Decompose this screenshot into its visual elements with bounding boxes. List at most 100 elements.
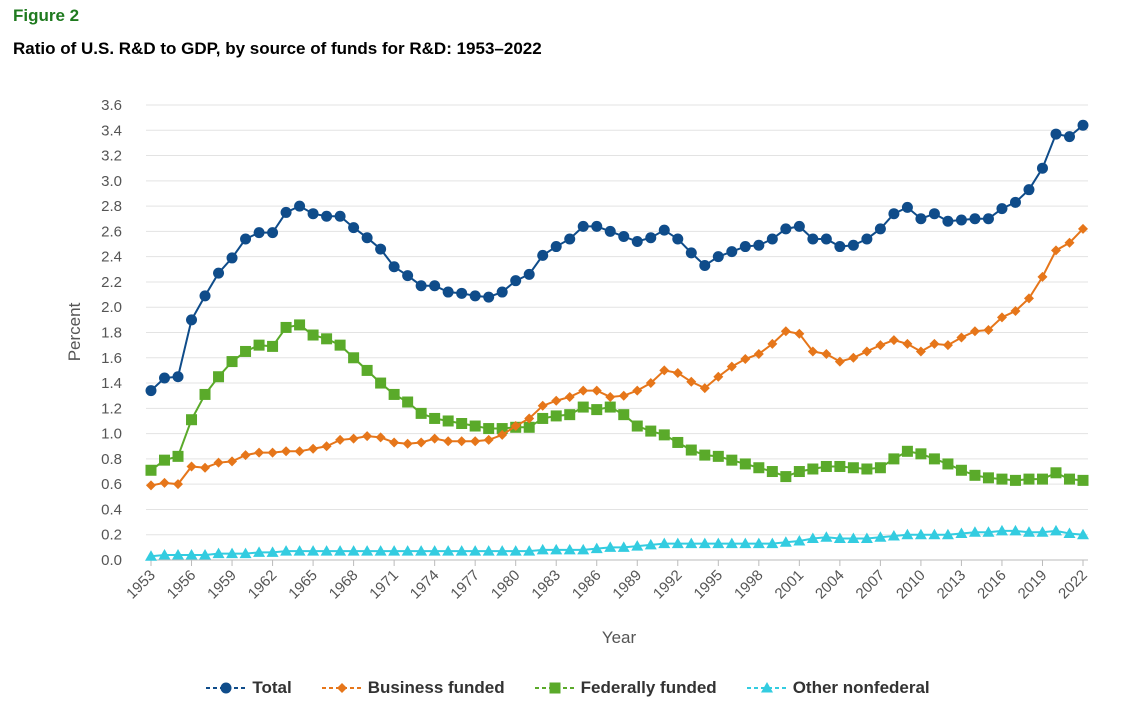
data-point-federally-funded (469, 420, 481, 432)
data-point-business-funded (497, 429, 508, 440)
x-tick-label: 2019 (1015, 567, 1051, 603)
data-point-total (1036, 162, 1048, 174)
data-point-federally-funded (388, 388, 400, 400)
data-point-other-nonfederal (1022, 526, 1035, 537)
y-tick-label: 0.0 (101, 552, 122, 569)
y-tick-label: 2.6 (101, 223, 122, 240)
data-point-business-funded (1078, 223, 1088, 234)
y-tick-label: 0.2 (101, 527, 122, 544)
x-tick-label: 1956 (164, 567, 200, 603)
data-point-total (847, 239, 859, 251)
data-point-total (213, 267, 225, 279)
x-tick-label: 1995 (691, 567, 727, 603)
data-point-business-funded (983, 324, 994, 335)
data-point-other-nonfederal (631, 540, 644, 551)
data-point-other-nonfederal (199, 548, 212, 560)
data-point-other-nonfederal (212, 547, 225, 559)
data-point-total (1050, 128, 1062, 140)
data-point-federally-funded (658, 429, 670, 441)
data-point-federally-funded (874, 462, 886, 474)
data-point-business-funded (267, 447, 278, 458)
data-point-other-nonfederal (739, 537, 752, 549)
legend-item-business-funded[interactable]: Business funded (321, 678, 505, 698)
data-point-other-nonfederal (334, 545, 347, 556)
data-point-federally-funded (820, 460, 832, 472)
data-point-business-funded (915, 346, 926, 357)
data-point-federally-funded (496, 423, 508, 435)
data-point-business-funded (753, 348, 764, 359)
data-point-total (429, 280, 441, 292)
data-point-other-nonfederal (847, 532, 860, 544)
data-point-business-funded (443, 436, 454, 447)
data-point-total (928, 208, 940, 220)
x-tick-label: 1986 (569, 567, 605, 603)
data-point-other-nonfederal (712, 537, 725, 549)
data-point-business-funded (173, 479, 184, 490)
x-tick-label: 1968 (326, 567, 362, 603)
data-point-other-nonfederal (253, 546, 266, 557)
data-point-business-funded (335, 434, 346, 445)
data-point-business-funded (686, 376, 697, 387)
data-point-total (672, 233, 684, 245)
data-point-total (564, 233, 576, 245)
data-point-federally-funded (766, 466, 778, 478)
data-point-federally-funded (213, 371, 225, 383)
data-point-other-nonfederal (172, 548, 185, 560)
data-point-federally-funded (739, 458, 751, 470)
y-tick-label: 2.8 (101, 198, 122, 215)
data-point-total (591, 220, 603, 232)
x-axis-ticks: 1953 1956 1959 1962 1965 1968 1971 1974 1977 1980… (123, 560, 1091, 602)
data-point-business-funded (321, 441, 332, 452)
data-point-federally-funded (793, 466, 805, 478)
data-point-federally-funded (969, 469, 981, 481)
series-line-total (150, 124, 1084, 392)
data-point-other-nonfederal (887, 529, 900, 541)
data-point-business-funded (1010, 306, 1021, 317)
legend-item-total[interactable]: Total (206, 678, 292, 698)
data-point-other-nonfederal (1036, 526, 1049, 537)
data-point-business-funded (146, 480, 156, 491)
data-point-total (861, 233, 873, 245)
data-point-other-nonfederal (577, 543, 590, 555)
data-point-federally-funded (631, 420, 643, 432)
data-point-other-nonfederal (779, 536, 792, 547)
data-point-total (820, 233, 832, 245)
data-point-federally-funded (361, 364, 373, 376)
data-point-other-nonfederal (820, 531, 833, 542)
data-point-business-funded (834, 356, 845, 367)
x-tick-label: 2010 (893, 567, 929, 603)
data-point-total (172, 371, 184, 383)
series-line-business-funded (150, 228, 1084, 487)
data-point-total (388, 261, 400, 273)
legend-item-other-nonfederal[interactable]: Other nonfederal (746, 678, 930, 698)
data-point-federally-funded (294, 319, 306, 331)
data-point-federally-funded (429, 412, 441, 424)
data-point-business-funded (821, 348, 832, 359)
data-point-federally-funded (712, 450, 724, 462)
data-point-federally-funded (847, 462, 859, 474)
data-point-federally-funded (645, 425, 657, 437)
data-point-total (240, 233, 252, 245)
data-point-total (726, 246, 738, 258)
data-point-other-nonfederal (995, 524, 1008, 536)
data-point-total (294, 200, 306, 212)
data-point-federally-funded (834, 460, 846, 472)
data-point-other-nonfederal (874, 531, 887, 542)
data-point-other-nonfederal (496, 545, 509, 556)
data-point-total (145, 385, 157, 397)
legend-item-federally-funded[interactable]: Federally funded (534, 678, 717, 698)
y-axis-title: Percent (65, 302, 84, 361)
data-point-business-funded (659, 365, 670, 376)
data-point-business-funded (848, 352, 859, 363)
data-point-business-funded (767, 338, 778, 349)
data-point-federally-funded (915, 448, 927, 460)
data-point-federally-funded (483, 423, 495, 435)
data-point-federally-funded (577, 401, 589, 413)
data-point-federally-funded (1036, 473, 1048, 485)
x-tick-label: 1965 (285, 567, 321, 603)
figure-label: Figure 2 (13, 6, 80, 25)
x-tick-label: 2004 (812, 567, 848, 603)
data-point-business-funded (1037, 271, 1048, 282)
data-point-business-funded (807, 346, 818, 357)
y-tick-label: 0.8 (101, 451, 122, 468)
